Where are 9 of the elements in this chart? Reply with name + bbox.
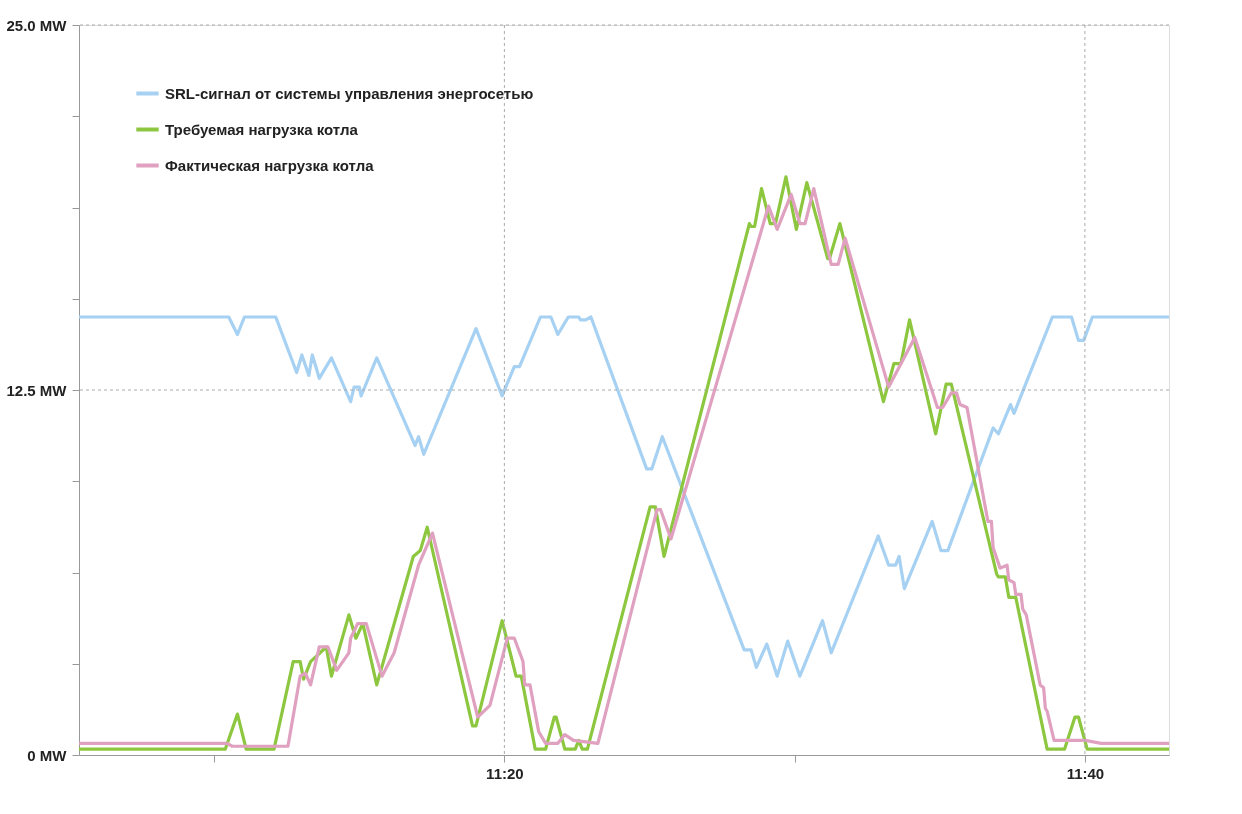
legend-label: Фактическая нагрузка котла [165,156,375,174]
x-tick-label: 11:20 [486,764,524,782]
y-tick-label: 25.0 MW [6,16,68,34]
legend-label: Требуемая нагрузка котла [165,120,359,138]
y-tick-label: 0 MW [27,746,68,764]
line-series [77,315,1171,678]
y-tick-label: 12.5 MW [6,381,68,399]
x-tick-label: 11:40 [1066,764,1105,782]
legend-label: SRL-сигнал от системы управления энергосетью [165,84,534,102]
